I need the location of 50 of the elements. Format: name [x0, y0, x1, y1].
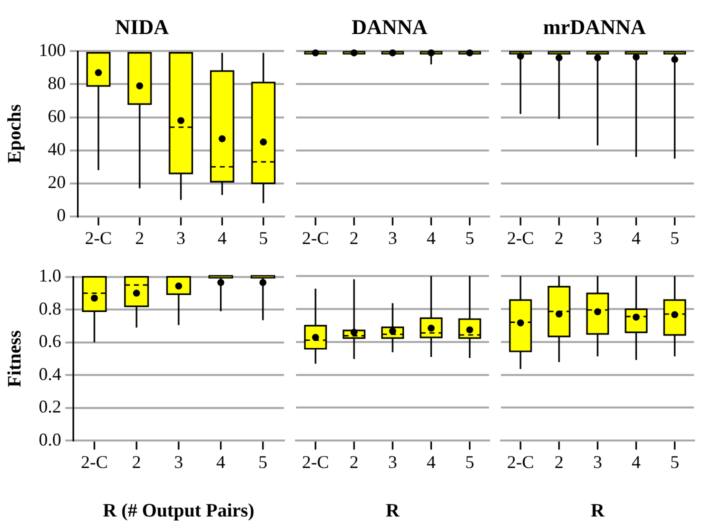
x-tick-label: 5 [258, 452, 268, 472]
x-tick-label: 3 [388, 452, 398, 472]
x-tick-label: 5 [670, 228, 680, 248]
x-tick-label: 4 [426, 228, 436, 248]
x-axis-title: R [590, 500, 605, 522]
y-tick-label: 0.0 [38, 429, 62, 450]
x-tick-label: 2-C [507, 452, 534, 472]
x-tick-label: 2-C [84, 228, 112, 248]
x-tick-label: 2-C [302, 228, 329, 248]
x-tick-label: 3 [176, 228, 186, 248]
y-tick-label: 100 [38, 40, 66, 60]
y-tick-label: 0.6 [38, 331, 62, 352]
chart-title: NIDA [115, 15, 170, 40]
x-tick-label: 2 [132, 452, 142, 472]
x-tick-label: 3 [593, 228, 602, 248]
y-tick-label: 0 [56, 205, 66, 226]
x-tick-label: 5 [465, 228, 474, 248]
x-tick-label: 2 [135, 228, 144, 248]
x-tick-label: 4 [632, 228, 641, 248]
y-tick-label: 20 [48, 172, 66, 192]
x-tick-label: 2 [554, 452, 564, 472]
x-tick-label: 4 [426, 452, 436, 472]
x-tick-label: 4 [216, 452, 226, 472]
y-tick-label: 1.0 [38, 266, 62, 286]
chart-title: DANNA [352, 15, 428, 40]
x-tick-label: 3 [388, 228, 398, 248]
x-tick-label: 2 [554, 228, 564, 248]
x-tick-label: 3 [593, 452, 602, 472]
y-tick-label: 0.4 [38, 364, 62, 384]
x-axis-title: R (# Output Pairs) [102, 500, 254, 522]
x-tick-label: 2 [350, 228, 359, 248]
y-tick-label: 80 [48, 72, 66, 93]
x-tick-label: 5 [465, 452, 474, 472]
y-tick-label: 60 [48, 106, 66, 126]
x-tick-label: 4 [218, 228, 227, 248]
y-axis-title: Epochs [4, 104, 26, 164]
x-tick-label: 2-C [80, 452, 108, 472]
x-axis-title: R [386, 500, 400, 522]
x-tick-label: 2-C [507, 228, 534, 248]
y-axis-title: Fitness [4, 330, 26, 388]
x-tick-label: 3 [174, 452, 184, 472]
x-tick-label: 2-C [302, 452, 329, 472]
x-tick-label: 5 [258, 228, 268, 248]
x-tick-label: 4 [632, 452, 641, 472]
x-tick-label: 2 [350, 452, 359, 472]
chart-title: mrDANNA [543, 15, 647, 40]
y-tick-label: 40 [48, 139, 66, 160]
y-tick-label: 0.8 [38, 298, 62, 318]
x-tick-label: 5 [670, 452, 680, 472]
y-tick-label: 0.2 [38, 396, 62, 417]
